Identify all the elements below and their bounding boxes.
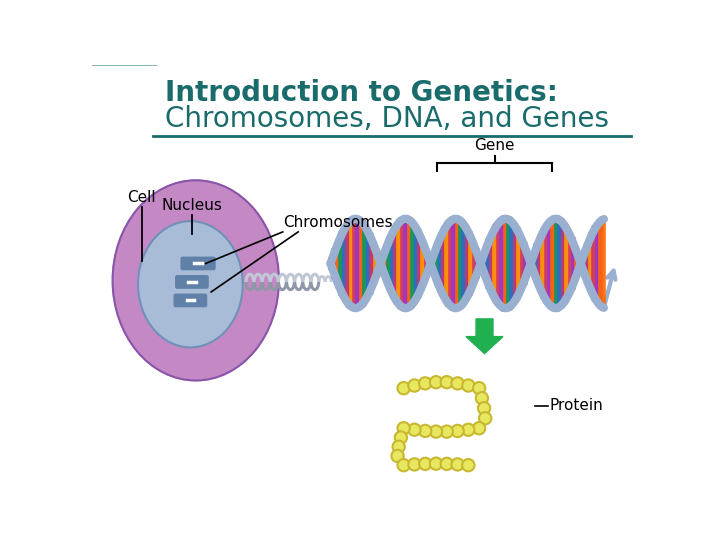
FancyBboxPatch shape <box>181 257 215 269</box>
Circle shape <box>430 376 442 388</box>
Circle shape <box>392 450 404 462</box>
Circle shape <box>462 459 474 471</box>
Circle shape <box>430 457 442 470</box>
Circle shape <box>451 458 464 470</box>
Circle shape <box>392 441 405 453</box>
Wedge shape <box>91 0 157 65</box>
Text: Chromosomes, DNA, and Genes: Chromosomes, DNA, and Genes <box>165 105 609 133</box>
Circle shape <box>476 392 488 404</box>
Circle shape <box>473 382 485 394</box>
Circle shape <box>419 458 431 470</box>
Circle shape <box>462 423 474 436</box>
Ellipse shape <box>138 221 243 347</box>
Circle shape <box>441 376 453 388</box>
FancyBboxPatch shape <box>174 294 207 307</box>
Circle shape <box>430 426 442 438</box>
Circle shape <box>451 377 464 389</box>
Circle shape <box>408 458 420 470</box>
Circle shape <box>478 402 490 414</box>
Text: Introduction to Genetics:: Introduction to Genetics: <box>165 79 558 107</box>
Circle shape <box>419 377 431 389</box>
Text: Cell: Cell <box>127 190 156 205</box>
Circle shape <box>441 426 453 438</box>
Text: Protein: Protein <box>550 399 603 414</box>
FancyArrow shape <box>466 319 503 354</box>
Circle shape <box>395 431 407 444</box>
Circle shape <box>479 412 491 424</box>
FancyBboxPatch shape <box>176 276 208 288</box>
Circle shape <box>462 380 474 392</box>
Circle shape <box>473 422 485 434</box>
Circle shape <box>451 425 464 437</box>
Circle shape <box>408 380 420 392</box>
Ellipse shape <box>112 180 279 381</box>
Circle shape <box>408 423 420 436</box>
Text: Gene: Gene <box>474 138 515 153</box>
Text: Nucleus: Nucleus <box>161 198 222 213</box>
Circle shape <box>441 458 453 470</box>
Circle shape <box>397 382 410 394</box>
Circle shape <box>397 422 410 434</box>
Text: Chromosomes: Chromosomes <box>283 215 392 231</box>
Circle shape <box>419 425 431 437</box>
Circle shape <box>397 459 410 471</box>
